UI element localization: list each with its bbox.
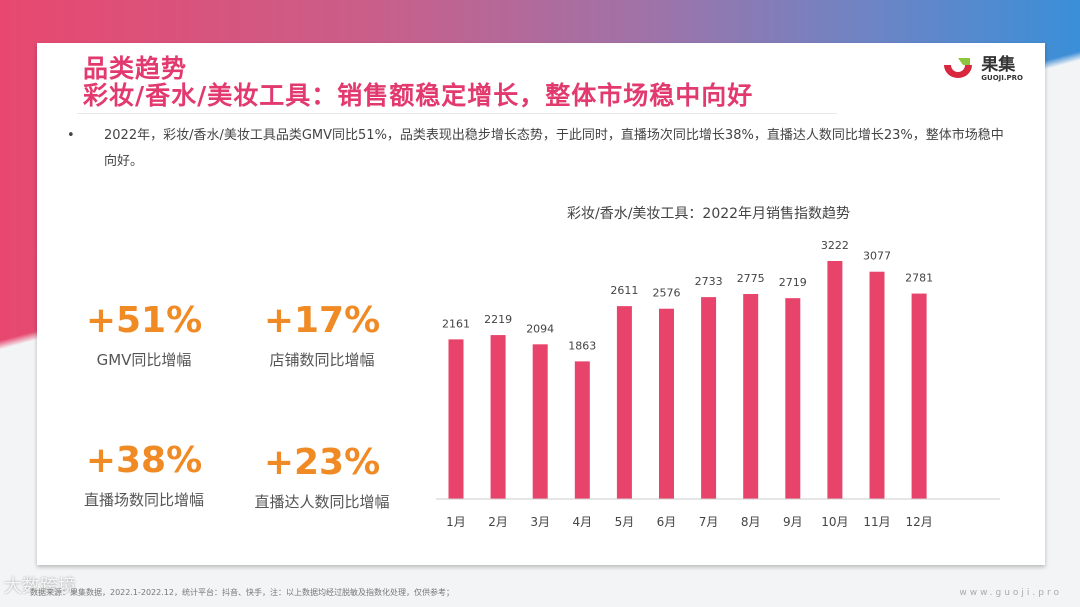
- x-tick-label: 3月: [530, 515, 550, 529]
- bullet-dot: •: [67, 128, 75, 143]
- guoji-logo-icon: [944, 58, 973, 78]
- bar: [869, 271, 885, 499]
- bar: [911, 293, 927, 499]
- bar: [743, 294, 759, 499]
- x-tick-label: 9月: [783, 515, 803, 529]
- title-divider: [77, 113, 837, 114]
- x-tick-label: 12月: [905, 515, 932, 529]
- bar: [574, 361, 590, 499]
- slide-headline: 彩妆/香水/美妆工具：销售额稳定增长，整体市场稳中向好: [83, 81, 754, 110]
- data-label: 2611: [610, 284, 638, 297]
- logo-sub: GUOJI.PRO: [981, 74, 1023, 82]
- x-tick-label: 5月: [615, 515, 635, 529]
- section-title: 品类趋势: [83, 54, 188, 83]
- bar: [701, 297, 717, 499]
- x-tick-label: 7月: [699, 515, 719, 529]
- bar: [827, 261, 843, 499]
- logo-brand: 果集: [981, 55, 1016, 75]
- x-tick-label: 8月: [741, 515, 761, 529]
- stat-value: +38%: [85, 440, 203, 481]
- summary-bullet: • 2022年，彩妆/香水/美妆工具品类GMV同比51%，品类表现出稳步增长态势，…: [67, 123, 1007, 175]
- watermark: 大数跨境: [4, 576, 76, 597]
- summary-text: 2022年，彩妆/香水/美妆工具品类GMV同比51%，品类表现出稳步增长态势，于…: [104, 128, 1004, 169]
- data-label: 3077: [863, 250, 891, 263]
- data-label: 3222: [821, 239, 849, 252]
- data-label: 2161: [442, 317, 470, 330]
- data-label: 2576: [653, 287, 681, 300]
- stat-label: 店铺数同比增幅: [269, 351, 375, 369]
- x-tick-label: 1月: [446, 515, 466, 529]
- logo: 果集 GUOJI.PRO: [941, 55, 1023, 83]
- data-label: 2719: [779, 276, 807, 289]
- bar: [532, 344, 548, 499]
- x-tick-label: 6月: [657, 515, 677, 529]
- x-tick-label: 2月: [488, 515, 508, 529]
- bar: [490, 335, 506, 499]
- footer-url: www.guoji.pro: [959, 588, 1062, 598]
- data-label: 1863: [568, 339, 596, 352]
- stat-label: GMV同比增幅: [96, 351, 192, 369]
- stat-value: +51%: [85, 300, 203, 341]
- stat-live-sessions: +38% 直播场数同比增幅: [59, 441, 229, 510]
- stat-label: 直播场数同比增幅: [83, 491, 204, 509]
- stat-influencers: +23% 直播达人数同比增幅: [237, 443, 407, 512]
- data-label: 2733: [695, 275, 723, 288]
- data-label: 2781: [905, 272, 933, 285]
- stat-value: +23%: [263, 442, 381, 483]
- bar: [448, 339, 464, 499]
- data-label: 2775: [737, 272, 765, 285]
- bar: [785, 298, 801, 499]
- stat-gmv: +51% GMV同比增幅: [59, 301, 229, 370]
- x-tick-label: 11月: [863, 515, 890, 529]
- chart-title: 彩妆/香水/美妆工具：2022年月销售指数趋势: [567, 206, 851, 222]
- data-label: 2094: [526, 322, 554, 335]
- x-tick-label: 10月: [821, 515, 848, 529]
- bar: [659, 308, 674, 499]
- data-label: 2219: [484, 313, 512, 326]
- footer-source: 数据来源：果集数据，2022.1-2022.12，统计平台：抖音、快手，注：以上…: [30, 588, 454, 597]
- stat-value: +17%: [263, 300, 381, 341]
- x-tick-label: 4月: [572, 515, 592, 529]
- stat-shops: +17% 店铺数同比增幅: [237, 301, 407, 370]
- bar: [616, 306, 632, 499]
- stat-label: 直播达人数同比增幅: [254, 493, 390, 511]
